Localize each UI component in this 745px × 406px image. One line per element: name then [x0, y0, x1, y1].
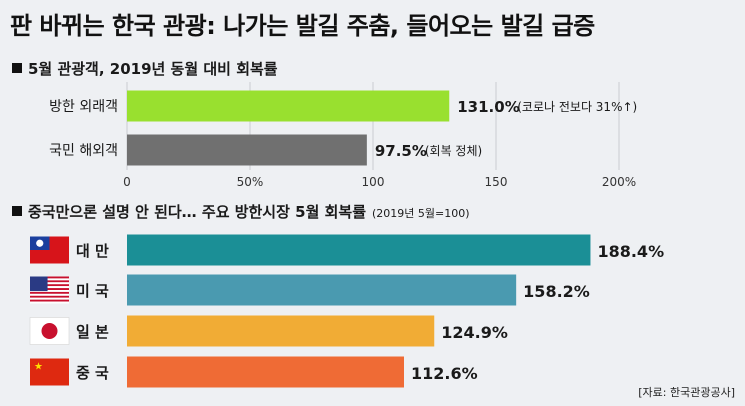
- flag-stripe: [30, 290, 69, 292]
- data-label: 158.2%: [523, 282, 590, 301]
- chart-2-note: (2019년 5월=100): [372, 207, 470, 220]
- flag-stripe: [30, 295, 69, 298]
- flag-stripe: [30, 286, 69, 289]
- flag-field: [30, 358, 69, 386]
- flag-disc: [41, 323, 58, 339]
- source-label: [자료: 한국관광공사]: [638, 386, 735, 399]
- x-tick-label: 50%: [237, 175, 264, 189]
- bar-4: [127, 356, 404, 388]
- flag-sun: [36, 239, 44, 247]
- bar-1: [127, 234, 591, 266]
- chart-1-title: 5월 관광객, 2019년 동월 대비 회복률: [28, 60, 278, 78]
- flag-stripe: [30, 297, 69, 300]
- category-label: 일 본: [76, 323, 109, 341]
- square-bullet-icon: [12, 63, 22, 73]
- data-label: 112.6%: [411, 364, 478, 383]
- chart-2-title: 중국만으론 설명 안 된다… 주요 방한시장 5월 회복률: [28, 203, 366, 221]
- square-bullet-icon: [12, 206, 22, 216]
- page-title: 판 바뀌는 한국 관광: 나가는 발길 주춤, 들어오는 발길 급증: [10, 12, 595, 40]
- x-tick-label: 0: [123, 175, 131, 189]
- flag-stripe: [30, 288, 69, 290]
- category-label: 국민 해외객: [49, 143, 118, 159]
- annotation-label: (코로나 전보다 31%↑): [517, 100, 637, 114]
- flag-stripe: [30, 280, 69, 283]
- usa-flag-icon: [30, 276, 69, 304]
- x-tick-label: 150: [485, 175, 508, 189]
- flag-canton: [30, 276, 48, 292]
- x-tick-label: 200%: [602, 175, 636, 189]
- flag-stripe: [30, 276, 69, 279]
- data-label: 124.9%: [441, 323, 508, 342]
- bar-1: [127, 90, 450, 122]
- bar-3: [127, 315, 435, 347]
- annotation-label: (회복 정체): [425, 144, 482, 158]
- flag-stripe: [30, 293, 69, 296]
- flag-stripe: [30, 282, 69, 285]
- japan-flag-icon: [29, 317, 70, 345]
- flag-stripe: [30, 291, 69, 294]
- flag-stripe: [30, 284, 69, 287]
- bar-2: [127, 274, 517, 306]
- category-label: 대 만: [76, 242, 109, 260]
- data-label: 131.0%: [457, 98, 519, 116]
- taiwan-flag-icon: [30, 236, 69, 264]
- flag-stripe: [30, 299, 69, 302]
- section-2-heading: 중국만으론 설명 안 된다… 주요 방한시장 5월 회복률 (2019년 5월=1…: [12, 201, 470, 222]
- data-label: 97.5%: [375, 142, 427, 160]
- flag-star: ★: [34, 362, 43, 373]
- category-label: 미 국: [76, 282, 109, 300]
- category-label: 중 국: [76, 364, 109, 382]
- flag-stripe: [30, 301, 69, 304]
- bar-2: [127, 134, 367, 166]
- category-label: 방한 외래객: [49, 99, 118, 115]
- section-1-heading: 5월 관광객, 2019년 동월 대비 회복률: [12, 58, 278, 79]
- flag-stripe: [30, 278, 69, 281]
- x-tick-label: 100: [362, 175, 385, 189]
- data-label: 188.4%: [597, 242, 664, 261]
- china-flag-icon: ★: [30, 358, 69, 386]
